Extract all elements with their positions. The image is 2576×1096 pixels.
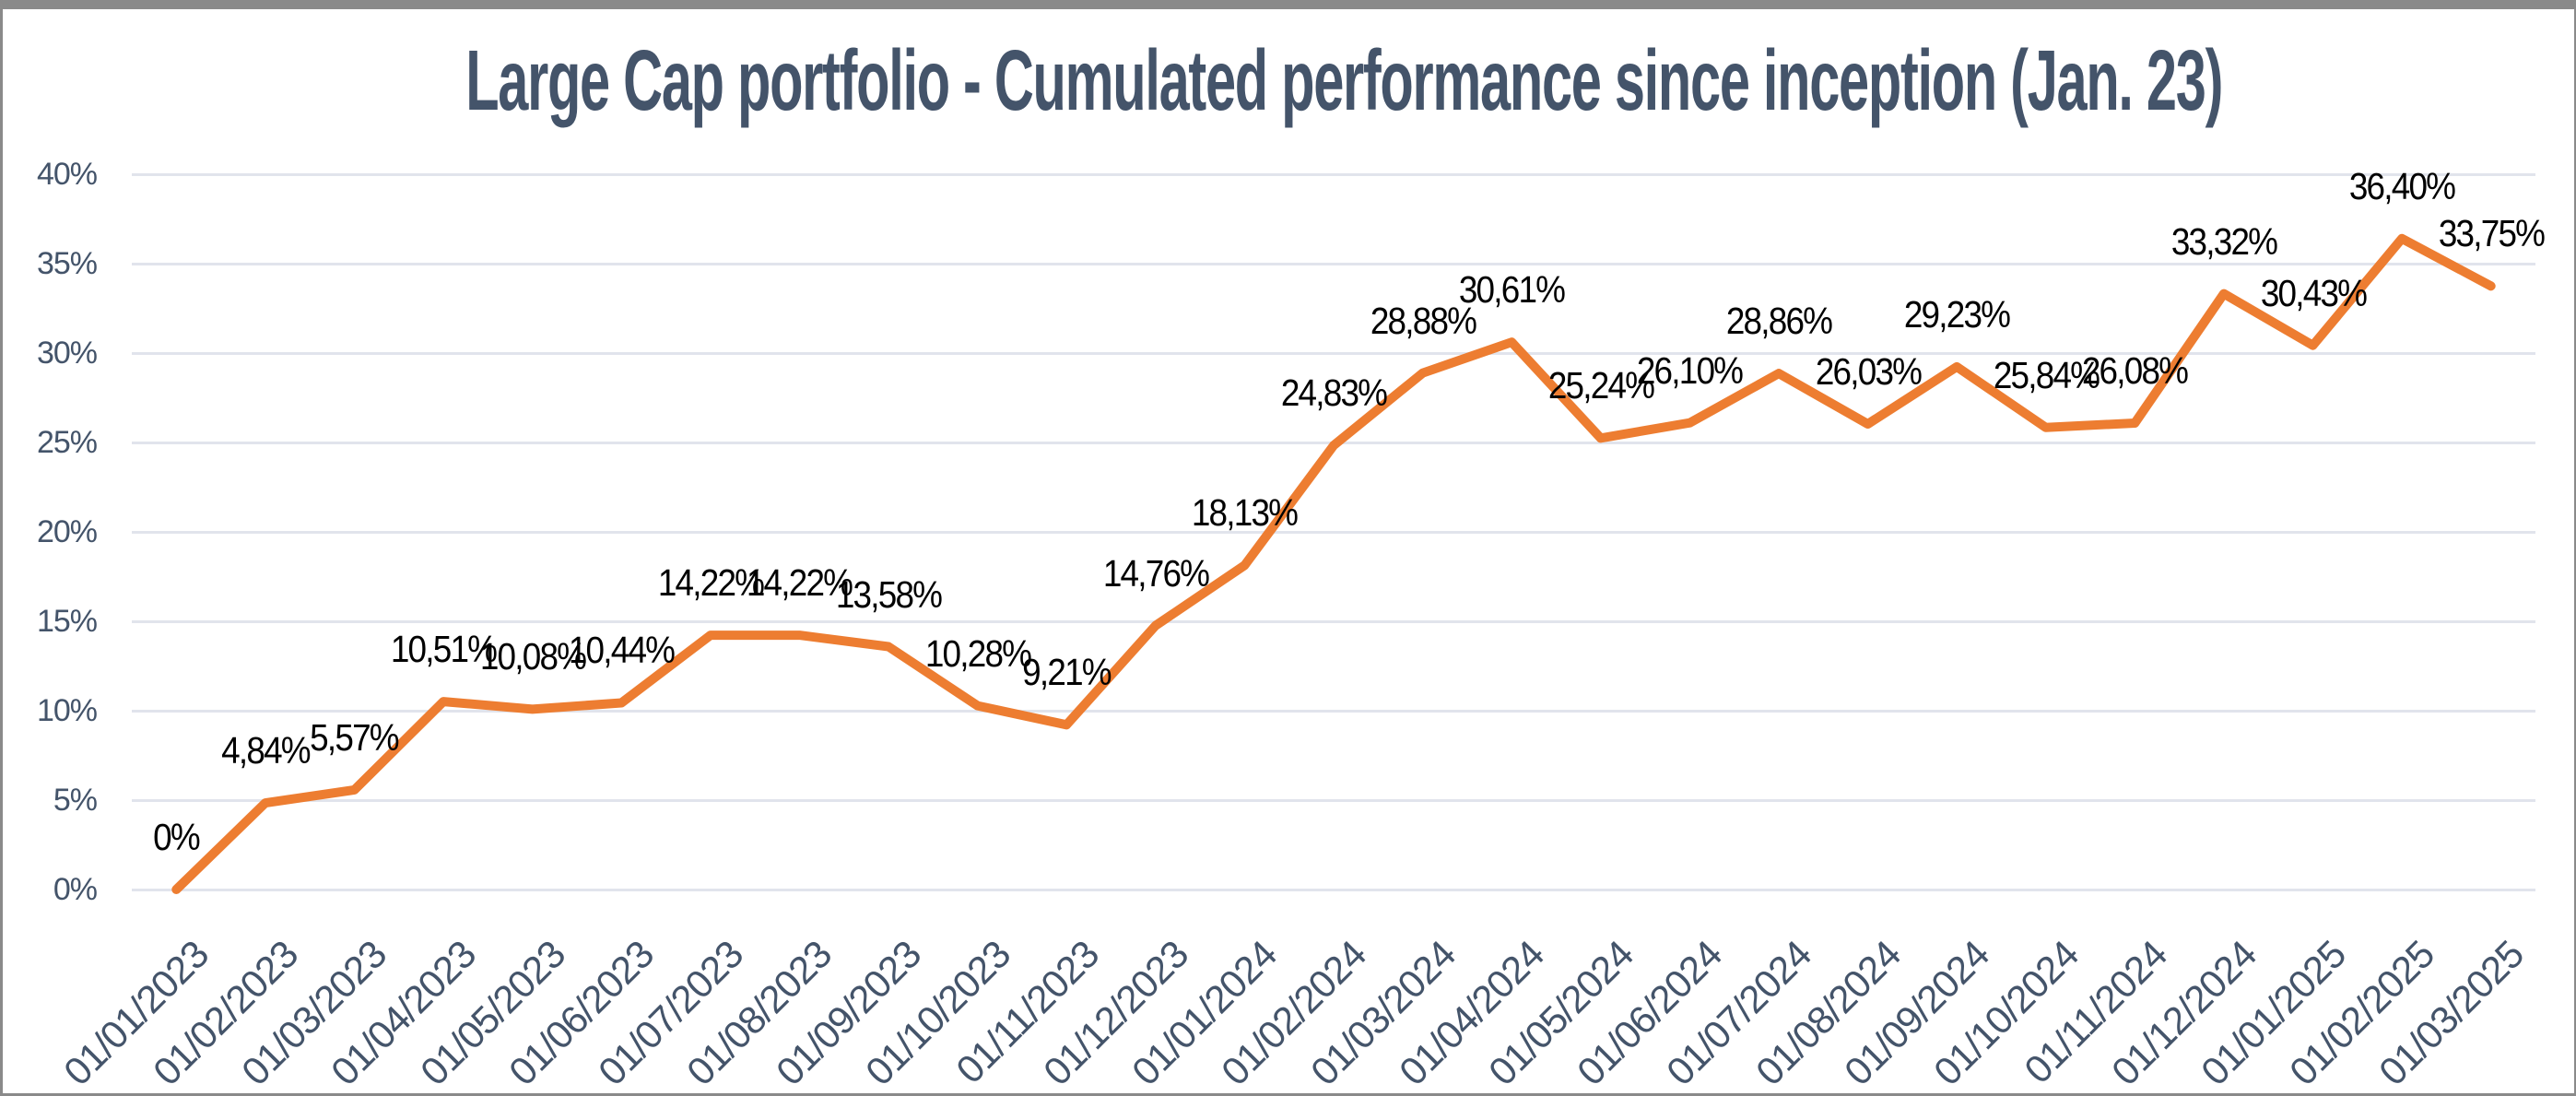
data-label: 14,76% (1102, 551, 1210, 595)
data-label: 0% (153, 816, 201, 858)
y-axis-tick-label: 35% (36, 246, 98, 281)
data-label: 30,61% (1458, 268, 1566, 312)
data-label: 36,40% (2348, 164, 2456, 207)
data-label: 26,10% (1637, 348, 1744, 392)
horizontal-gridline (132, 531, 2535, 534)
data-label: 13,58% (835, 572, 943, 616)
y-axis-tick-label: 25% (36, 425, 98, 460)
data-label: 14,22% (747, 561, 853, 605)
data-label: 29,23% (1903, 292, 2011, 336)
horizontal-gridline (132, 710, 2535, 713)
data-label: 33,75% (2438, 212, 2546, 255)
horizontal-gridline (132, 263, 2535, 265)
horizontal-gridline (132, 799, 2535, 802)
data-label: 33,32% (2170, 219, 2278, 263)
y-axis-tick-label: 0% (53, 872, 98, 907)
y-axis-tick-label: 15% (36, 604, 98, 639)
y-axis-tick-label: 10% (36, 693, 98, 728)
data-label: 14,22% (657, 561, 765, 605)
series-line-layer (171, 233, 2496, 894)
data-label: 10,44% (569, 629, 676, 672)
data-label: 10,08% (479, 635, 586, 678)
y-axis-tick-label: 40% (36, 157, 98, 192)
horizontal-gridline (132, 173, 2535, 176)
data-label: 26,08% (2082, 349, 2189, 393)
chart-title: Large Cap portfolio - Cumulated performa… (465, 32, 2223, 128)
data-label: 10,28% (924, 631, 1031, 675)
y-axis-tick-label: 30% (36, 336, 98, 371)
y-axis-tick-label: 20% (36, 514, 98, 549)
data-label: 18,13% (1192, 491, 1299, 535)
data-label: 9,21% (1022, 651, 1112, 694)
data-label: 26,03% (1815, 350, 1922, 394)
data-label: 25,84% (1993, 353, 2100, 396)
data-label: 4,84% (221, 729, 311, 772)
data-label: 5,57% (310, 715, 400, 759)
data-label: 28,88% (1370, 299, 1476, 342)
data-label: 10,51% (390, 628, 498, 671)
data-label: 24,83% (1280, 371, 1388, 415)
data-label: 25,24% (1547, 364, 1655, 407)
horizontal-gridline (132, 620, 2535, 623)
data-label: 28,86% (1725, 300, 1833, 343)
y-axis-tick-label: 5% (53, 783, 98, 818)
horizontal-gridline (132, 889, 2535, 891)
data-label: 30,43% (2260, 271, 2367, 314)
horizontal-gridline (132, 352, 2535, 355)
performance-series-line (171, 233, 2496, 894)
